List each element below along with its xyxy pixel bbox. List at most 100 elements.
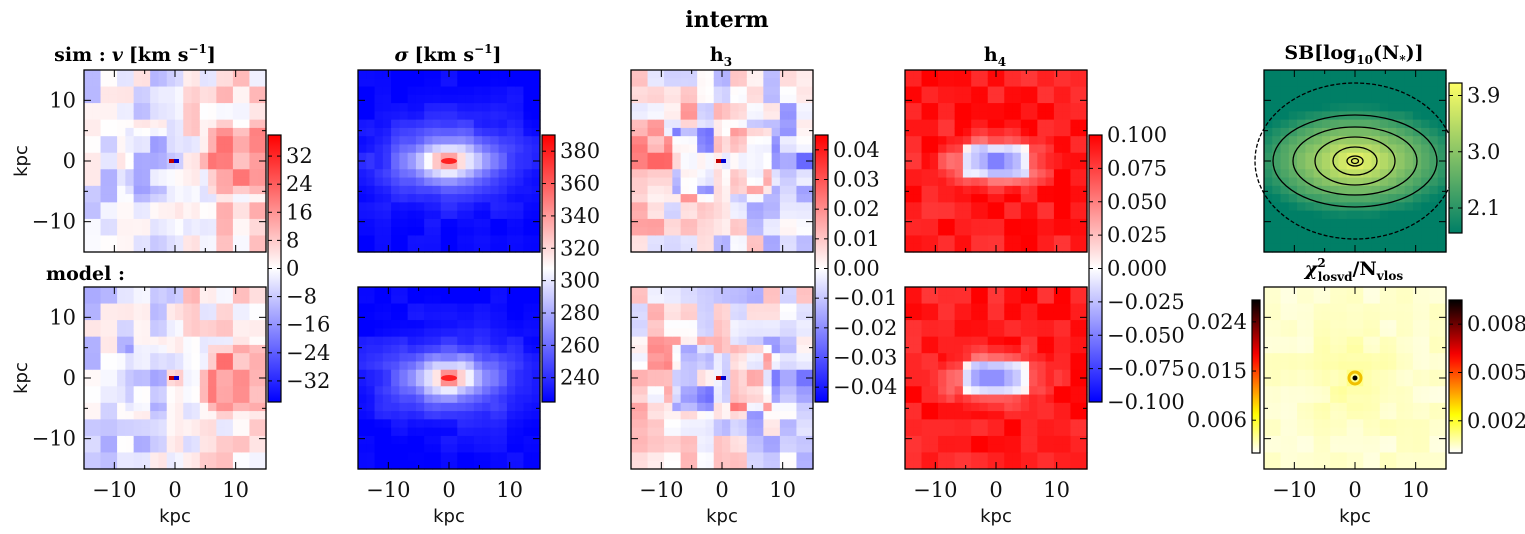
map-cell	[1346, 353, 1356, 363]
map-cell	[796, 136, 806, 146]
map-cell	[523, 460, 533, 470]
map-cell	[523, 336, 533, 346]
map-cell	[175, 70, 184, 79]
map-cell	[713, 378, 723, 387]
map-cell	[482, 78, 491, 88]
map-cell	[232, 94, 242, 104]
map-cell	[449, 411, 458, 420]
map-cell	[241, 311, 251, 321]
title-sigma: σ [km s−1]	[395, 42, 502, 66]
map-cell	[1280, 177, 1290, 187]
map-cell	[523, 86, 533, 96]
map-cell	[697, 378, 707, 387]
map-cell	[515, 287, 525, 296]
map-cell	[531, 344, 541, 354]
map-cell	[1346, 444, 1356, 454]
map-cell	[1338, 70, 1348, 79]
map-cell	[440, 78, 450, 88]
map-cell	[1355, 427, 1364, 437]
map-cell	[1029, 136, 1038, 146]
map-cell	[913, 127, 923, 137]
map-cell	[531, 303, 541, 313]
map-cell	[664, 336, 673, 346]
map-cell	[92, 194, 102, 203]
map-cell	[788, 378, 798, 387]
map-cell	[1379, 177, 1389, 187]
map-cell	[1371, 444, 1381, 454]
map-cell	[1053, 394, 1063, 404]
map-cell	[150, 402, 160, 412]
map-cell	[208, 119, 217, 129]
map-cell	[921, 320, 931, 329]
map-cell	[1297, 169, 1306, 179]
map-cell	[241, 161, 251, 170]
map-cell	[1062, 419, 1072, 429]
map-cell	[1396, 194, 1406, 203]
map-cell	[249, 218, 259, 228]
map-cell	[183, 202, 193, 212]
center-peak	[716, 159, 721, 163]
map-cell	[133, 227, 143, 237]
map-cell	[1363, 86, 1373, 96]
map-cell	[141, 111, 151, 121]
map-cell	[482, 119, 491, 129]
map-cell	[1037, 411, 1047, 420]
map-cell	[208, 152, 217, 162]
map-cell	[962, 119, 972, 129]
map-cell	[929, 378, 939, 387]
map-cell	[771, 402, 781, 412]
map-cell	[1004, 328, 1014, 338]
map-cell	[440, 361, 450, 371]
map-cell	[954, 194, 964, 203]
map-cell	[366, 295, 376, 305]
map-cell	[465, 161, 475, 170]
map-cell	[506, 235, 516, 245]
map-cell	[755, 419, 764, 429]
map-cell	[647, 378, 657, 387]
map-cell	[84, 161, 93, 170]
map-cell	[1429, 94, 1439, 104]
map-cell	[705, 328, 715, 338]
map-cell	[216, 460, 226, 470]
map-cell	[971, 435, 981, 445]
map-cell	[672, 411, 682, 420]
map-cell	[647, 136, 657, 146]
map-cell	[382, 303, 392, 313]
map-cell	[473, 185, 483, 195]
map-cell	[1396, 369, 1406, 379]
map-cell	[921, 394, 931, 404]
map-cell	[1280, 460, 1290, 470]
map-cell	[100, 152, 110, 162]
map-cell	[158, 336, 168, 346]
map-cell	[1078, 378, 1088, 387]
map-cell	[730, 427, 740, 437]
map-cell	[133, 311, 143, 321]
map-cell	[117, 169, 126, 179]
map-cell	[1045, 227, 1055, 237]
map-cell	[688, 218, 698, 228]
map-cell	[779, 119, 789, 129]
map-cell	[946, 243, 956, 253]
map-cell	[199, 169, 209, 179]
map-cell	[150, 320, 160, 329]
map-cell	[125, 161, 135, 170]
map-cell	[1012, 103, 1022, 112]
map-cell	[523, 378, 533, 387]
title-chi2-main: χ	[1303, 258, 1319, 280]
map-cell	[1305, 411, 1315, 420]
map-cell	[1020, 194, 1030, 203]
map-cell	[639, 427, 649, 437]
map-cell	[921, 127, 931, 137]
map-cell	[713, 303, 723, 313]
map-cell	[796, 394, 806, 404]
map-cell	[730, 235, 740, 245]
map-cell	[191, 243, 201, 253]
map-cell	[962, 177, 972, 187]
map-cell	[382, 369, 392, 379]
map-cell	[1404, 144, 1414, 154]
map-cell	[631, 328, 640, 338]
map-cell	[763, 94, 773, 104]
map-cell	[705, 194, 715, 203]
map-cell	[788, 243, 798, 253]
map-cell	[1355, 311, 1364, 321]
